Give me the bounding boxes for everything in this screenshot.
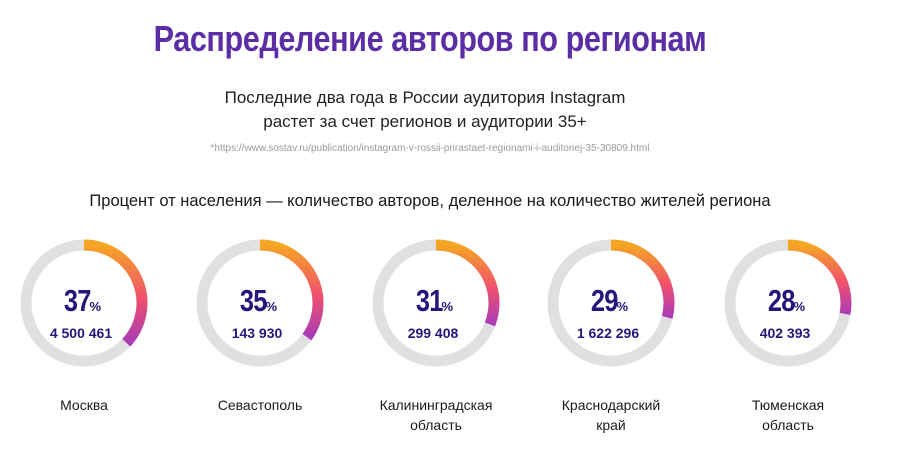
region-name-line2: область <box>410 417 462 433</box>
region-item-3: 31% 299 408 Калининградская область <box>358 238 534 451</box>
region-label: Тюменская область <box>710 395 866 435</box>
author-count: 402 393 <box>759 325 811 341</box>
donut-chart-2 <box>196 239 324 367</box>
percent-value: 31% <box>358 283 508 319</box>
donut-arc <box>787 239 852 315</box>
donut-charts: 37% 4 500 461 Москва 35% 143 930 Севасто… <box>0 238 900 451</box>
region-name: Калининградская <box>379 397 493 413</box>
donut-chart-5 <box>724 239 852 367</box>
donut-chart-4 <box>547 239 675 367</box>
donut-arc <box>259 239 324 341</box>
source-link[interactable]: *https://www.sostav.ru/publication/insta… <box>210 143 650 154</box>
percent-sign: % <box>441 299 454 314</box>
percent-number: 29 <box>590 283 618 318</box>
page-title: Распределение авторов по регионам <box>153 18 707 59</box>
percent-value: 28% <box>710 283 860 319</box>
percent-sign: % <box>265 299 278 314</box>
author-count: 4 500 461 <box>49 325 113 341</box>
donut-chart-1 <box>20 239 148 367</box>
region-name: Севастополь <box>217 397 303 413</box>
percent-value: 35% <box>182 283 332 319</box>
donut-chart-3 <box>372 239 500 367</box>
percent-value: 37% <box>6 283 156 319</box>
region-name: Москва <box>60 397 108 413</box>
author-count: 143 930 <box>231 325 283 341</box>
percent-value: 29% <box>533 283 683 319</box>
region-name: Тюменская <box>751 397 825 413</box>
percent-number: 35 <box>239 283 267 318</box>
percent-sign: % <box>616 299 629 314</box>
percent-number: 28 <box>767 283 795 318</box>
percent-number: 31 <box>415 283 443 318</box>
subtitle: Последние два года в России аудитория In… <box>0 86 850 134</box>
percent-sign: % <box>89 299 102 314</box>
region-label: Калининградская область <box>358 395 514 435</box>
region-item-1: 37% 4 500 461 Москва <box>6 238 182 451</box>
region-item-2: 35% 143 930 Севастополь <box>182 238 358 451</box>
donut-arc <box>610 239 675 319</box>
region-name: Краснодарский <box>561 397 661 413</box>
donut-arc <box>435 239 500 327</box>
donut-arc <box>83 239 148 347</box>
region-item-5: 28% 402 393 Тюменская область <box>710 238 886 451</box>
subtitle-line-2: растет за счет регионов и аудитории 35+ <box>263 112 587 131</box>
author-count: 299 408 <box>407 325 459 341</box>
region-label: Севастополь <box>182 395 338 415</box>
region-label: Краснодарский край <box>533 395 689 435</box>
region-item-4: 29% 1 622 296 Краснодарский край <box>533 238 709 451</box>
author-count: 1 622 296 <box>576 325 640 341</box>
percent-number: 37 <box>63 283 91 318</box>
region-label: Москва <box>6 395 162 415</box>
subtitle-line-1: Последние два года в России аудитория In… <box>224 88 626 107</box>
region-name-line2: край <box>596 417 626 433</box>
region-name-line2: область <box>762 417 814 433</box>
percent-sign: % <box>793 299 806 314</box>
chart-note: Процент от населения — количество авторо… <box>89 192 771 210</box>
